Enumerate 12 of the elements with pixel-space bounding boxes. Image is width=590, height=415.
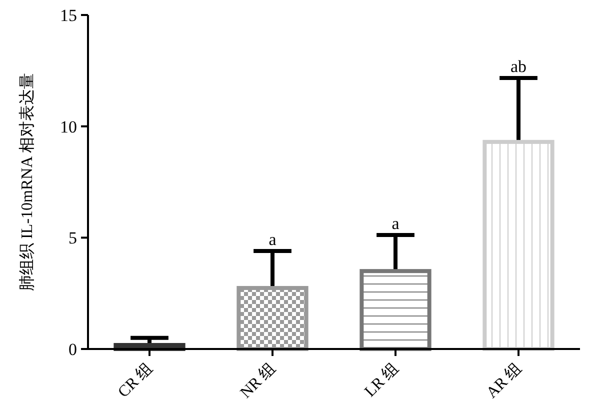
x-tick-label: NR 组 xyxy=(237,360,280,402)
y-tick-label: 0 xyxy=(68,340,77,359)
x-tick-label: AR 组 xyxy=(483,360,526,402)
y-tick-label: 15 xyxy=(60,6,77,25)
y-axis-title: 肺组织 IL-10mRNA 相对表达量 xyxy=(18,73,36,291)
y-tick-label: 10 xyxy=(60,117,77,136)
x-tick-label: CR 组 xyxy=(115,360,156,402)
x-tick-label: LR 组 xyxy=(362,360,402,400)
annotation: ab xyxy=(510,57,527,76)
annotation: a xyxy=(392,214,400,233)
y-tick-label: 5 xyxy=(68,228,77,248)
annotation: a xyxy=(268,230,277,250)
